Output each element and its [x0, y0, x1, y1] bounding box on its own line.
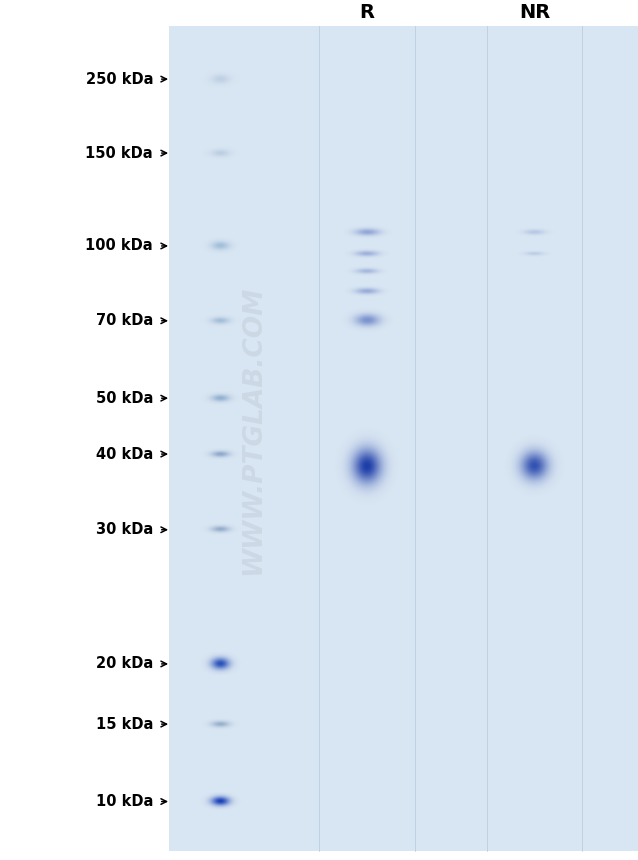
Text: 30 kDa: 30 kDa: [96, 522, 153, 538]
Text: R: R: [359, 3, 375, 22]
Text: 15 kDa: 15 kDa: [96, 716, 153, 732]
Text: 10 kDa: 10 kDa: [96, 794, 153, 809]
Text: 20 kDa: 20 kDa: [96, 656, 153, 672]
Text: 100 kDa: 100 kDa: [85, 238, 153, 254]
Text: WWW.PTGLAB.COM: WWW.PTGLAB.COM: [241, 286, 267, 574]
Text: 70 kDa: 70 kDa: [96, 313, 153, 329]
Text: 150 kDa: 150 kDa: [85, 145, 153, 161]
Text: 250 kDa: 250 kDa: [85, 71, 153, 87]
Text: 50 kDa: 50 kDa: [96, 390, 153, 406]
Bar: [169, 26, 638, 851]
Text: NR: NR: [519, 3, 550, 22]
Text: 40 kDa: 40 kDa: [96, 446, 153, 462]
Bar: [0, 0, 169, 860]
